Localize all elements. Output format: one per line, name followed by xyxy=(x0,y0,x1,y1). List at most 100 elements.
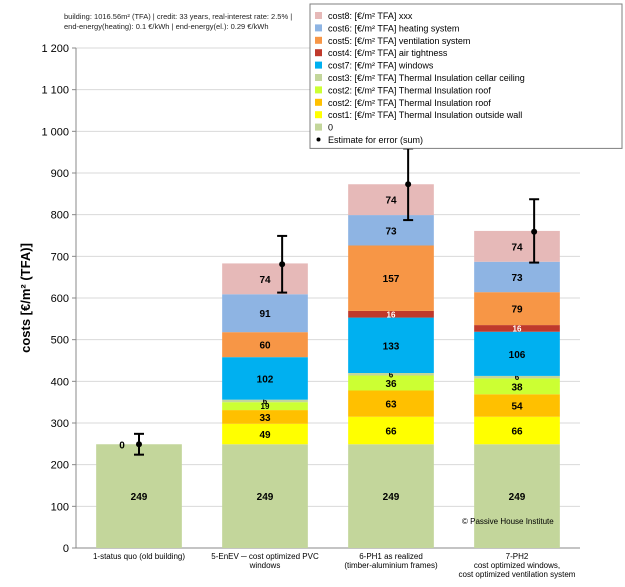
y-tick-label: 400 xyxy=(51,376,69,388)
bar-segment-cost7 xyxy=(474,331,560,376)
legend-label-cost8: cost8: [€/m² TFA] xxx xyxy=(328,11,413,21)
y-tick-label: 500 xyxy=(51,335,69,347)
legend-swatch-cost2a xyxy=(315,98,322,106)
bar-segment-cost8 xyxy=(474,230,560,262)
y-tick-label: 600 xyxy=(51,293,69,305)
x-tick-label: 1-status quo (old building) xyxy=(93,552,185,561)
legend-label-0: 0 xyxy=(328,123,333,133)
data-label: 6 xyxy=(389,370,394,379)
x-tick-label: cost optimized ventilation system xyxy=(459,570,576,579)
legend-swatch-cost8 xyxy=(315,12,322,19)
data-label: 33 xyxy=(259,413,271,424)
bar-segment-cost5 xyxy=(474,292,560,326)
data-label: 6 xyxy=(515,373,520,382)
y-tick-label: 700 xyxy=(51,251,69,263)
assumptions-line-1: building: 1016.56m² (TFA) | credit: 33 y… xyxy=(64,12,293,21)
legend-label-cost7: cost7: [€/m² TFA] windows xyxy=(328,61,434,71)
legend-label-cost6: cost6: [€/m² TFA] heating system xyxy=(328,23,459,33)
bar-segment-cost2b xyxy=(474,378,560,395)
x-tick-label: windows xyxy=(249,561,281,570)
data-label: 74 xyxy=(259,275,271,286)
legend-error-marker xyxy=(316,137,321,142)
bar-segment-cost2b xyxy=(222,402,308,411)
bar-segment-cost3 xyxy=(348,373,434,376)
legend-swatch-cost4 xyxy=(315,49,322,57)
x-tick-label: cost optimized windows, xyxy=(474,561,560,570)
legend-swatch-cost1 xyxy=(315,111,322,119)
data-label: 49 xyxy=(259,430,271,441)
bar-segment-cost6 xyxy=(474,261,560,293)
y-tick-label: 1 100 xyxy=(41,85,69,97)
bar-segment-cost3 xyxy=(474,375,560,379)
data-label: 91 xyxy=(259,309,271,320)
data-label: 54 xyxy=(511,402,523,413)
data-label: 106 xyxy=(509,350,526,361)
bar-segment-cost1 xyxy=(474,416,560,445)
data-label: 66 xyxy=(385,427,397,438)
error-bar-center-marker xyxy=(136,441,142,448)
legend-label-cost1: cost1: [€/m² TFA] Thermal Insulation out… xyxy=(328,110,522,120)
y-tick-label: 0 xyxy=(63,543,69,555)
bar-top-annotation: 0 xyxy=(119,440,125,451)
data-label: 16 xyxy=(387,310,396,319)
legend-swatch-0 xyxy=(315,123,322,131)
bar-segment-0 xyxy=(348,444,434,548)
data-label: 249 xyxy=(131,492,148,503)
legend-label-cost2a: cost2: [€/m² TFA] Thermal Insulation roo… xyxy=(328,98,491,108)
bar-segment-cost7 xyxy=(348,317,434,373)
y-tick-label: 200 xyxy=(51,460,69,472)
data-label: 66 xyxy=(511,427,523,438)
data-label: 73 xyxy=(511,273,523,284)
legend-swatch-cost6 xyxy=(315,24,322,32)
data-label: 73 xyxy=(385,226,397,237)
data-label: 74 xyxy=(511,242,523,253)
data-label: 249 xyxy=(257,492,274,503)
data-label: 102 xyxy=(257,374,274,385)
bar-segment-cost3 xyxy=(222,399,308,403)
bar-segment-cost7 xyxy=(222,357,308,400)
x-tick-label: 5-EnEV ─ cost optimized PVC xyxy=(211,552,319,561)
legend-swatch-cost5 xyxy=(315,36,322,44)
data-label: 60 xyxy=(259,341,271,352)
bar-segment-0 xyxy=(96,444,182,548)
data-label: 249 xyxy=(509,492,526,503)
legend-box xyxy=(309,3,623,149)
assumptions-line-2: end-energy(heating): 0.1 €/kWh | end-ene… xyxy=(64,22,269,31)
legend-swatch-cost3 xyxy=(315,74,322,81)
y-tick-label: 100 xyxy=(51,501,69,513)
y-tick-label: 900 xyxy=(51,168,69,180)
bar-segment-cost2a xyxy=(222,410,308,424)
data-label: 74 xyxy=(385,196,397,207)
data-label: 63 xyxy=(385,400,397,411)
bar-segment-0 xyxy=(474,444,560,548)
legend-label-cost4: cost4: [€/m² TFA] air tightness xyxy=(328,48,448,58)
bar-segment-cost2a xyxy=(348,390,434,417)
error-bar-center-marker xyxy=(279,261,286,268)
data-label: 157 xyxy=(383,274,400,285)
y-axis-label: costs [€/m² (TFA)] xyxy=(18,243,33,353)
legend-label-cost3: cost3: [€/m² TFA] Thermal Insulation cel… xyxy=(328,73,525,83)
bar-segment-cost2b xyxy=(348,375,434,391)
error-bar-center-marker xyxy=(531,228,538,235)
copyright-note: © Passive House Institute xyxy=(462,517,554,526)
x-tick-label: (timber-aluminium frames) xyxy=(344,561,438,570)
bar-segment-cost1 xyxy=(222,423,308,445)
bar-segment-cost6 xyxy=(348,215,434,246)
bar-segment-cost2a xyxy=(474,394,560,417)
data-label: 79 xyxy=(511,305,523,316)
bar-segment-cost5 xyxy=(222,332,308,358)
bar-segment-cost1 xyxy=(348,416,434,445)
x-tick-label: 7-PH2 xyxy=(506,552,529,561)
data-label: 19 xyxy=(261,402,270,411)
data-label: 249 xyxy=(383,492,400,503)
bar-segment-0 xyxy=(222,444,308,548)
data-label: 16 xyxy=(513,324,522,333)
legend-label-error: Estimate for error (sum) xyxy=(328,135,423,145)
bar-segment-cost8 xyxy=(348,184,434,216)
legend-swatch-cost2b xyxy=(315,86,322,94)
bar-segment-cost5 xyxy=(348,245,434,311)
data-label: 133 xyxy=(383,341,400,352)
x-tick-label: 6-PH1 as realized xyxy=(359,552,423,561)
legend-swatch-cost7 xyxy=(315,61,322,69)
